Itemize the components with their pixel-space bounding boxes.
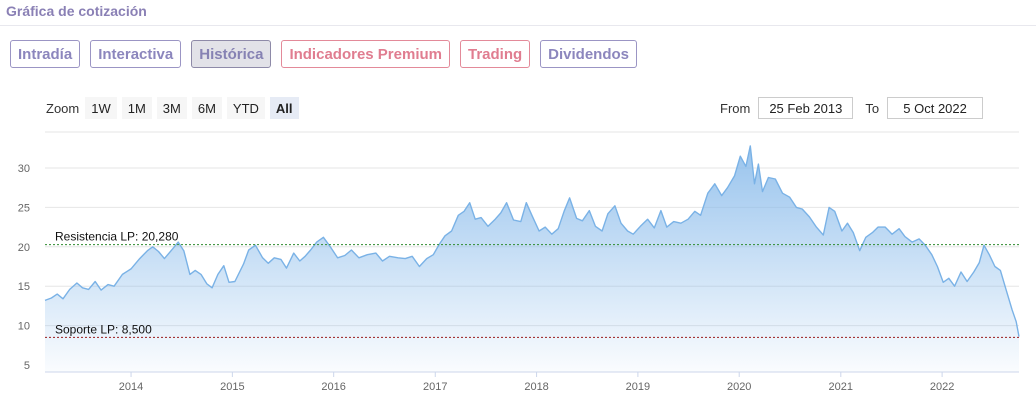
x-tick-label: 2017 [423,381,447,393]
chart-section-title: Gráfica de cotización [6,3,147,19]
y-tick-label: 30 [18,163,30,175]
zoom-ytd-button[interactable]: YTD [226,97,265,119]
to-label: To [865,100,880,116]
zoom-6m-button[interactable]: 6M [191,97,222,119]
x-tick-label: 2014 [119,381,143,393]
x-tick-label: 2016 [321,381,345,393]
price-series [44,145,1020,373]
range-selector: From 25 Feb 2013 To 5 Oct 2022 [720,97,984,119]
chart-tabs: Intradía Interactiva Histórica Indicador… [10,40,647,68]
title-divider [0,25,1036,26]
zoom-1w-button[interactable]: 1W [85,97,117,119]
y-tick-label: 15 [18,281,30,293]
to-date-input[interactable]: 5 Oct 2022 [887,97,984,119]
price-area [45,145,1019,372]
tab-historica[interactable]: Histórica [191,40,272,68]
tab-intradia[interactable]: Intradía [10,40,81,68]
zoom-1m-button[interactable]: 1M [121,97,152,119]
tab-interactiva[interactable]: Interactiva [90,40,182,68]
y-tick-label: 25 [18,202,30,214]
from-date-input[interactable]: 25 Feb 2013 [758,97,854,119]
tab-dividendos[interactable]: Dividendos [540,40,638,68]
y-tick-label: 20 [18,242,30,254]
x-tick-label: 2021 [829,381,853,393]
y-tick-label: 10 [18,321,30,333]
x-tick-label: 2015 [220,381,244,393]
resistance-level-label: Resistencia LP: 20,280 [55,230,179,244]
zoom-3m-button[interactable]: 3M [156,97,187,119]
price-line [44,145,1020,337]
from-label: From [720,100,751,116]
zoom-label: Zoom [46,100,80,116]
x-tick-label: 2018 [524,381,548,393]
zoom-controls: Zoom 1W 1M 3M 6M YTD All [46,97,304,119]
x-tick-label: 2022 [930,381,954,393]
zoom-all-button[interactable]: All [269,97,299,119]
x-tick-label: 2019 [626,381,650,393]
support-level-label: Soporte LP: 8,500 [55,322,152,336]
y-axis-ticks: 5 10 15 20 25 30 [18,163,30,372]
x-axis-ticks: 2014 2015 2016 2017 2018 2019 2020 2021 2022 [119,372,954,393]
levels: Resistencia LP: 20,280 Soporte LP: 8,500 [45,230,1019,338]
tab-trading[interactable]: Trading [460,40,531,68]
y-tick-label: 5 [24,360,30,372]
tab-indicadores-premium[interactable]: Indicadores Premium [281,40,450,68]
x-tick-label: 2020 [727,381,751,393]
